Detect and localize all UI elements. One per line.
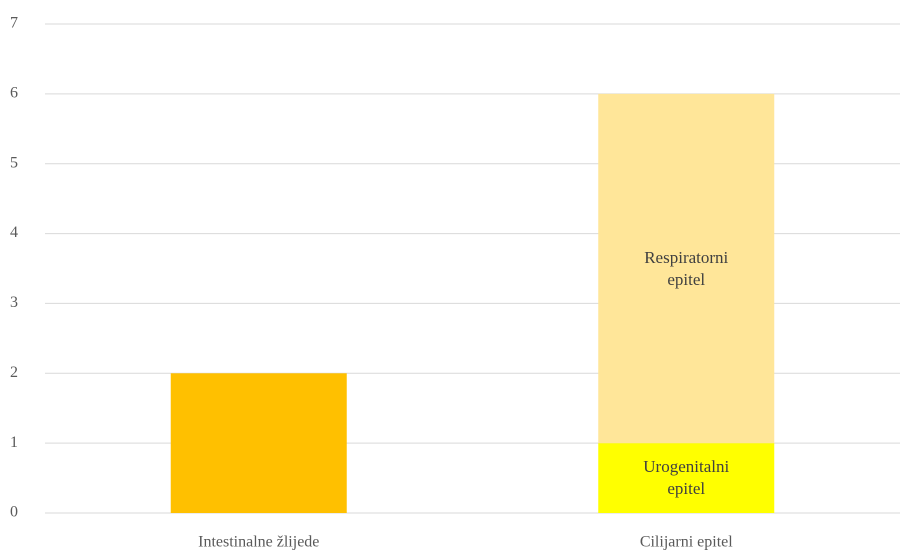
y-tick-label: 0 [10,504,18,521]
bar-segment [598,443,775,513]
bar-segment [170,373,347,513]
x-tick-label: Cilijarni epitel [640,534,733,551]
y-tick-label: 6 [10,85,18,102]
segment-label: Urogenitalni epitel [643,457,730,499]
segment-label: Respiratorni epitel [644,247,729,289]
y-tick-label: 7 [10,15,18,32]
y-tick-label: 4 [10,224,18,241]
x-tick-label: Intestinalne žlijede [198,534,319,551]
bar-segment [598,93,775,444]
y-tick-label: 5 [10,154,18,171]
y-tick-label: 1 [10,434,18,451]
y-tick-label: 3 [10,294,18,311]
y-tick-label: 2 [10,364,18,381]
